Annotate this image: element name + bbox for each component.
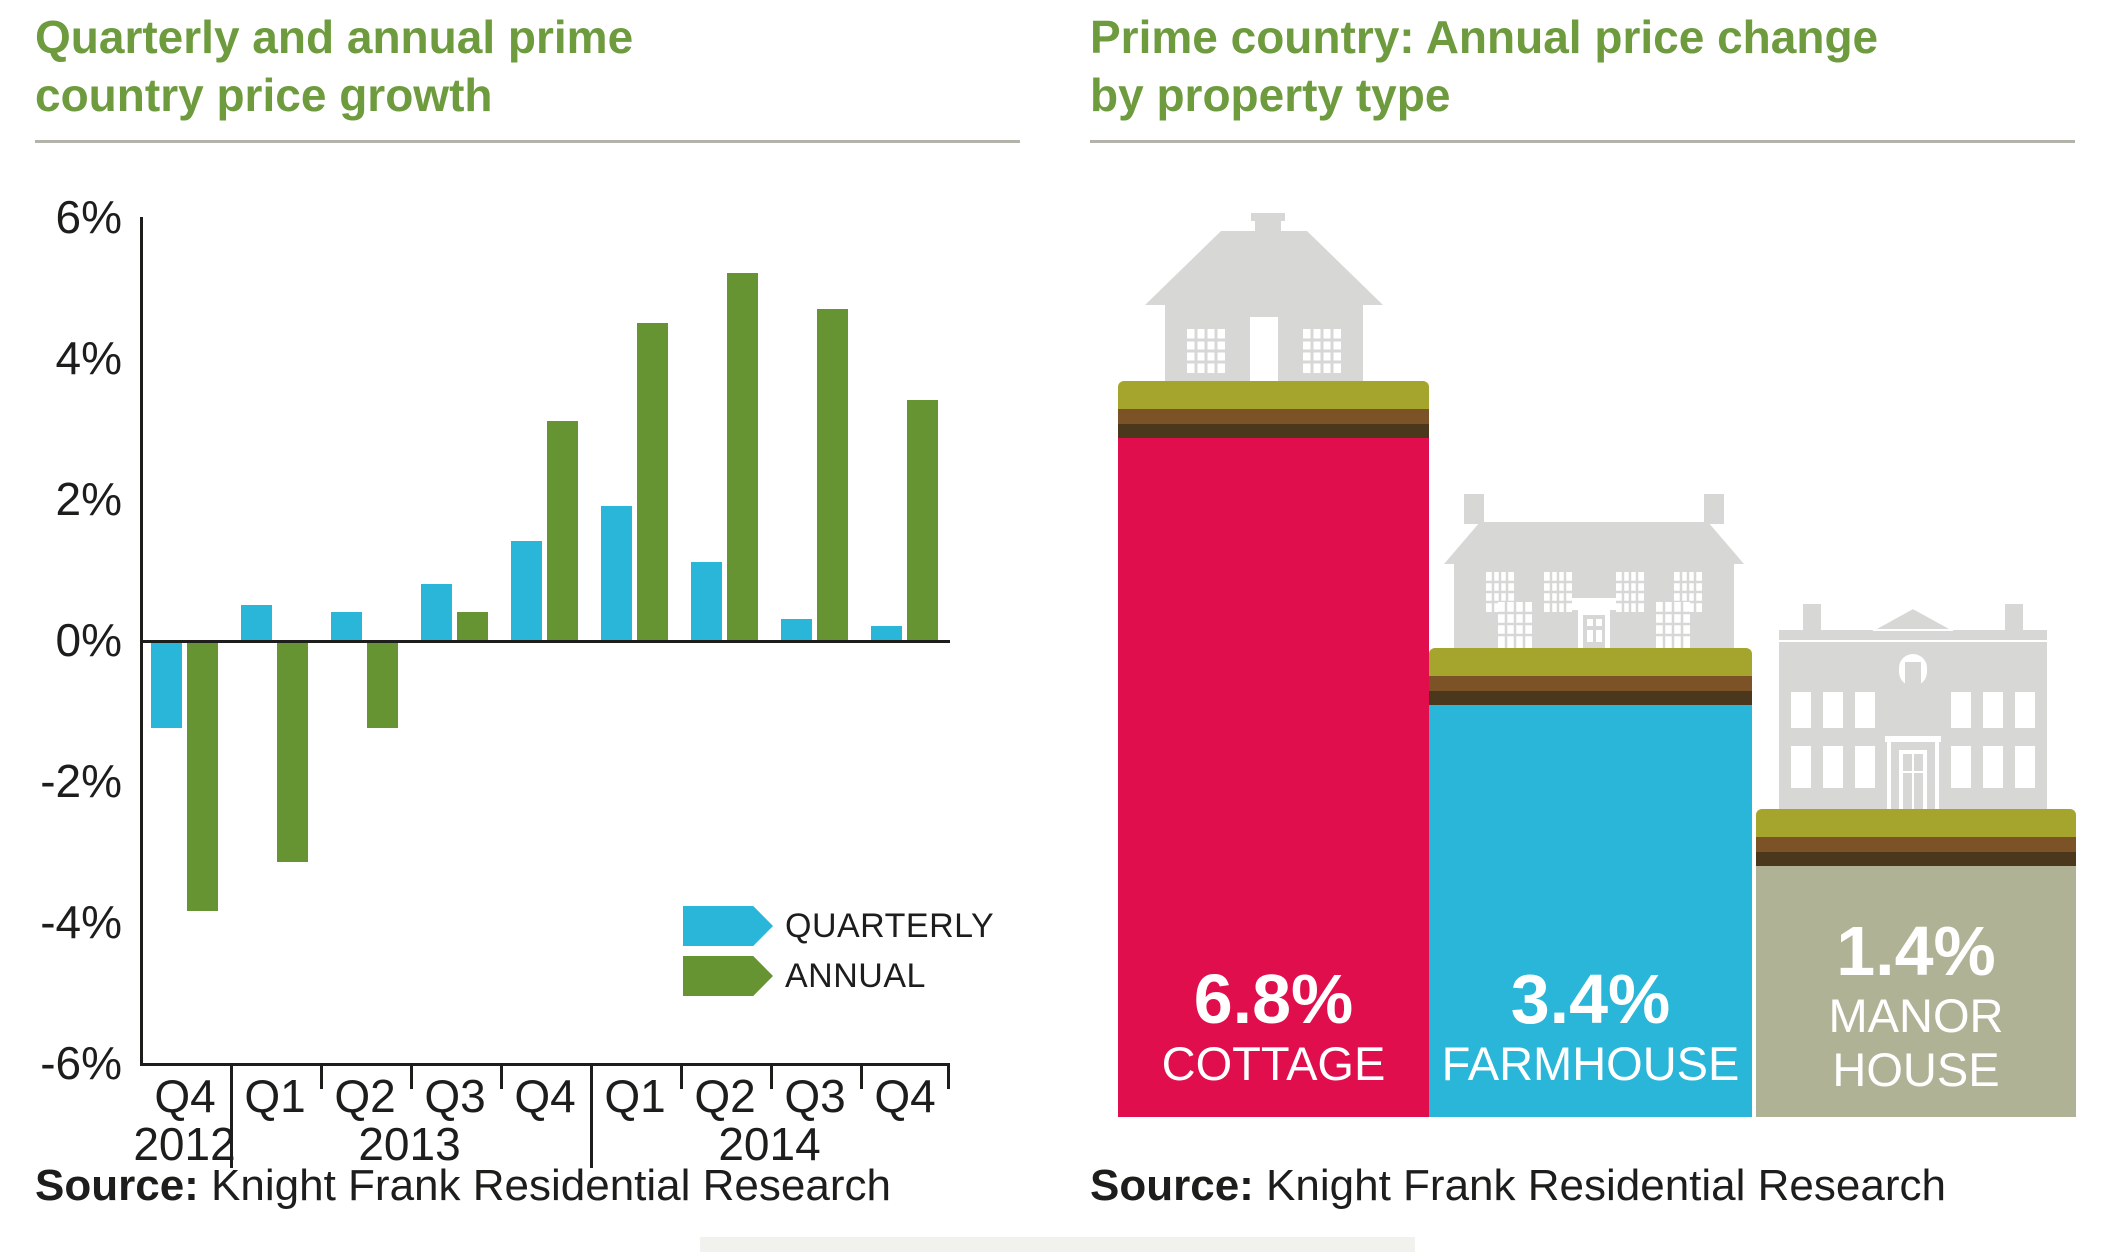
- soil-dark-layer: [1429, 691, 1752, 705]
- x-quarter-label: Q4: [154, 1070, 216, 1122]
- y-axis-tick-label: -4%: [40, 896, 122, 948]
- right-chart-title-line1: Prime country: Annual price change: [1090, 11, 1879, 63]
- column-body: [1118, 438, 1429, 1117]
- legend-swatch-quarterly: [683, 906, 773, 946]
- grass-layer: [1429, 648, 1752, 676]
- quarterly-bar: [241, 604, 272, 640]
- x-quarter-label: Q1: [244, 1070, 306, 1122]
- x-quarter-label: Q4: [874, 1070, 936, 1122]
- column-value-label: 1.4%: [1836, 912, 1996, 990]
- y-axis-tick-label: -2%: [40, 755, 122, 807]
- y-axis-tick-label: 4%: [55, 332, 122, 384]
- left-chart-title-line1: Quarterly and annual prime: [35, 11, 634, 63]
- right-source-text: Knight Frank Residential Research: [1253, 1161, 1946, 1210]
- property-column-cottage: [1118, 381, 1429, 1117]
- property-column-manor-house: [1756, 809, 2076, 1117]
- footer-band: [700, 1237, 1415, 1252]
- quarter-tick: [499, 1063, 503, 1089]
- right-chart-title-line2: by property type: [1090, 69, 1451, 121]
- right-chart-title: Prime country: Annual price change by pr…: [1090, 8, 1878, 124]
- grass-layer: [1118, 381, 1429, 409]
- farmhouse-icon: [1444, 494, 1744, 648]
- cottage-icon: [1145, 213, 1383, 381]
- annual-bar: [457, 611, 488, 640]
- legend-label-annual: ANNUAL: [785, 957, 926, 995]
- right-source-label: Source:: [1090, 1161, 1254, 1210]
- x-quarter-label: Q2: [334, 1070, 396, 1122]
- x-quarter-label: Q4: [514, 1070, 576, 1122]
- x-year-label: 2013: [358, 1118, 461, 1170]
- annual-bar: [187, 643, 218, 911]
- column-category-label: COTTAGE: [1161, 1037, 1386, 1090]
- right-title-rule: [1090, 140, 2075, 143]
- column-label-stack: 6.8% COTTAGE: [1118, 438, 1429, 1091]
- year-separator-tick: [229, 1063, 233, 1168]
- quarter-tick: [679, 1063, 683, 1089]
- x-quarter-label: Q3: [424, 1070, 486, 1122]
- annual-bar: [277, 643, 308, 862]
- column-category-label: HOUSE: [1832, 1043, 2000, 1096]
- quarterly-bar: [151, 643, 182, 728]
- x-axis-line: [140, 1063, 950, 1066]
- left-title-rule: [35, 140, 1020, 143]
- x-quarter-label: Q1: [604, 1070, 666, 1122]
- x-year-label: 2014: [718, 1118, 821, 1170]
- left-source-text: Knight Frank Residential Research: [198, 1161, 891, 1210]
- x-year-label: 2012: [133, 1118, 236, 1170]
- annual-bar: [727, 273, 758, 640]
- x-quarter-label: Q3: [784, 1070, 846, 1122]
- annual-bar: [817, 308, 848, 640]
- left-source-line: Source: Knight Frank Residential Researc…: [35, 1162, 891, 1210]
- legend-swatch-annual: [683, 956, 773, 996]
- right-source-line: Source: Knight Frank Residential Researc…: [1090, 1162, 1946, 1210]
- annual-bar: [547, 421, 578, 640]
- zero-line: [140, 640, 950, 643]
- column-label-stack: 3.4% FARMHOUSE: [1429, 705, 1752, 1091]
- column-body: [1429, 705, 1752, 1117]
- soil-mid-layer: [1118, 409, 1429, 424]
- column-body: [1756, 866, 2076, 1117]
- property-column-farmhouse: [1429, 648, 1752, 1117]
- soil-dark-layer: [1118, 424, 1429, 438]
- soil-mid-layer: [1429, 676, 1752, 691]
- quarter-tick: [319, 1063, 323, 1089]
- column-category-label: FARMHOUSE: [1441, 1037, 1740, 1090]
- quarterly-bar: [871, 625, 902, 640]
- quarterly-bar: [781, 618, 812, 640]
- y-axis-tick-label: 6%: [55, 191, 122, 243]
- quarter-tick: [859, 1063, 863, 1089]
- grass-layer: [1756, 809, 2076, 837]
- left-source-label: Source:: [35, 1161, 199, 1210]
- year-separator-tick: [589, 1063, 593, 1168]
- column-value-label: 6.8%: [1193, 960, 1354, 1038]
- y-axis-tick-label: 0%: [55, 614, 122, 666]
- y-axis-tick-label: -6%: [40, 1037, 122, 1089]
- left-chart: 6% 4% 2% 0% -2% -4% -6% Q4 Q1 Q2 Q3 Q4 Q1 Q2 Q3 Q4 2012 2…: [40, 191, 995, 1170]
- column-label-stack: 1.4% MANOR HOUSE: [1756, 866, 2076, 1097]
- x-quarter-label: Q2: [694, 1070, 756, 1122]
- quarterly-bar: [511, 541, 542, 640]
- y-axis-tick-label: 2%: [55, 473, 122, 525]
- annual-bar: [637, 322, 668, 640]
- annual-bar: [367, 643, 398, 728]
- left-chart-title-line2: country price growth: [35, 69, 493, 121]
- soil-dark-layer: [1756, 852, 2076, 866]
- quarter-tick: [947, 1063, 950, 1089]
- manor-house-icon: [1779, 604, 2047, 809]
- annual-bar: [907, 400, 938, 640]
- left-chart-title: Quarterly and annual prime country price…: [35, 8, 633, 124]
- quarter-tick: [769, 1063, 773, 1089]
- quarterly-bar: [691, 562, 722, 640]
- column-category-label: MANOR: [1828, 989, 2004, 1042]
- soil-mid-layer: [1756, 837, 2076, 852]
- quarterly-bar: [601, 506, 632, 640]
- column-value-label: 3.4%: [1510, 960, 1671, 1038]
- quarterly-bar: [421, 583, 452, 640]
- legend-label-quarterly: QUARTERLY: [785, 907, 995, 945]
- quarterly-bar: [331, 611, 362, 640]
- quarter-tick: [409, 1063, 413, 1089]
